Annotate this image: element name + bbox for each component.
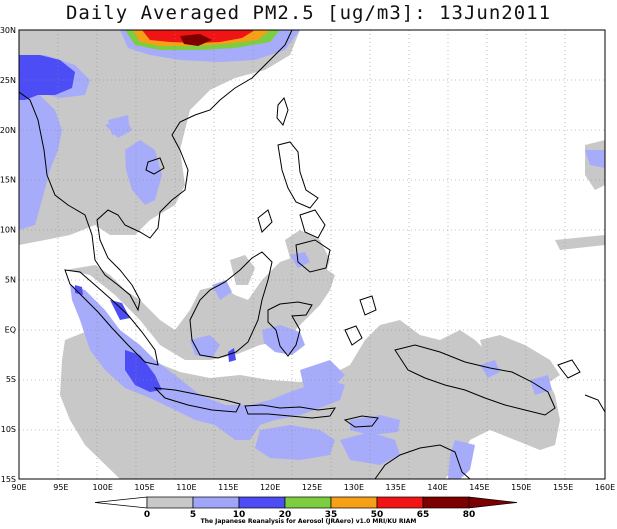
coast-timor [343, 415, 379, 428]
coast-hainan [145, 157, 165, 175]
lon-label: 105E [134, 483, 154, 492]
colorbar-segment [284, 496, 332, 509]
lightblue-pacific [585, 150, 605, 168]
lat-label: 5N [5, 275, 16, 284]
lightblue-south-strip [255, 425, 335, 460]
pm25-hotspot-north [125, 30, 280, 50]
lon-label: 125E [302, 483, 322, 492]
lon-label: 135E [386, 483, 406, 492]
colorbar-label: 0 [144, 510, 150, 520]
coast-lesser-sunda [244, 404, 336, 419]
lightblue-south-2 [448, 440, 475, 479]
coast-borneo [189, 251, 273, 359]
lon-label: 140E [427, 483, 447, 492]
credit-line: The Japanese Reanalysis for Aerosol (JRA… [200, 518, 417, 525]
lon-label: 145E [469, 483, 489, 492]
lon-label: 130E [344, 483, 364, 492]
colorbar-segment [238, 496, 286, 509]
colorbar-label: 80 [463, 510, 476, 520]
lat-label: 20N [0, 126, 16, 135]
coast-mindanao [295, 239, 331, 273]
lightblue-vietnam [125, 140, 162, 205]
lightblue-mindanao [290, 252, 310, 268]
lightblue-east-strip [340, 432, 400, 465]
grey-new-guinea-west [480, 335, 560, 385]
lon-label: 150E [511, 483, 531, 492]
coast-mainland-asia [18, 29, 293, 312]
latitude-labels: 30N 25N 20N 15N 10N 5N EQ 5S 10S 15S [0, 26, 16, 484]
blue-borneo [228, 348, 236, 362]
lon-label: 115E [218, 483, 238, 492]
lon-label: 90E [11, 483, 26, 492]
lat-label: EQ [5, 325, 16, 334]
coast-taiwan [276, 97, 289, 126]
lon-label: 160E [595, 483, 615, 492]
longitude-labels: 90E 95E 100E 105E 110E 115E 120E 125E 130E 135E 14… [11, 483, 615, 492]
lat-label: 5S [6, 375, 16, 384]
lat-label: 10N [0, 226, 16, 235]
lon-label: 110E [176, 483, 196, 492]
pm25-blue-areas [19, 55, 236, 392]
lightblue-myanmar-thailand [19, 95, 62, 230]
coast-visayas [299, 209, 326, 239]
coast-luzon [277, 141, 319, 209]
pm25-field [19, 30, 605, 479]
blue-bay-of-bengal [19, 55, 75, 100]
coast-java [153, 387, 241, 413]
colorbar-label: 65 [417, 510, 430, 520]
grey-borneo-sw [230, 255, 255, 285]
colorbar: 0 5 10 20 35 50 65 80 [94, 496, 518, 520]
map-title: Daily Averaged PM2.5 [ug/m3]: 13Jun2011 [65, 2, 552, 24]
colorbar-label: 10 [233, 510, 246, 520]
blue-java-sea [125, 350, 162, 392]
lon-label: 100E [93, 483, 113, 492]
lat-label: 30N [0, 26, 16, 35]
lightblue-sumatra-java [70, 285, 345, 440]
lon-label: 155E [553, 483, 573, 492]
coast-moluccas [344, 325, 363, 346]
lat-label: 25N [0, 76, 16, 85]
grey-north-indochina-china [19, 30, 300, 245]
lightblue-borneo-west [212, 280, 232, 300]
coast-australia-north [374, 444, 471, 480]
colorbar-high-arrow [468, 496, 518, 509]
colorbar-low-arrow [94, 496, 148, 509]
map-frame [18, 29, 606, 480]
lat-label: 15S [1, 475, 16, 484]
blue-sumatra-2 [75, 285, 83, 295]
map-gridlines [19, 30, 605, 479]
colorbar-segment [146, 496, 194, 509]
lat-label: 15N [0, 176, 16, 185]
colorbar-label: 20 [279, 510, 292, 520]
coast-halmahera [359, 295, 377, 316]
lon-label: 120E [260, 483, 280, 492]
coastlines [18, 29, 606, 480]
lightblue-sunda-sea [300, 360, 345, 392]
coast-solomon [584, 394, 606, 413]
coast-bismarck [557, 359, 581, 379]
colorbar-segment [376, 496, 424, 509]
lightblue-banda [480, 360, 500, 378]
coast-sumatra [64, 269, 159, 366]
coast-palawan [257, 209, 273, 233]
grey-pacific-strip [555, 235, 605, 250]
coast-sulawesi [267, 301, 313, 357]
lat-label: 10S [1, 425, 16, 434]
colorbar-label: 35 [325, 510, 338, 520]
colorbar-label: 5 [190, 510, 196, 520]
grey-south-sea-strip [330, 450, 395, 479]
colorbar-label: 50 [371, 510, 384, 520]
lightblue-borneo-south [190, 335, 220, 358]
colorbar-segment [192, 496, 240, 509]
colorbar-segment [422, 496, 470, 509]
colorbar-segment [330, 496, 378, 509]
lon-label: 95E [53, 483, 68, 492]
coast-new-guinea [394, 344, 556, 416]
blue-sumatra-1 [110, 300, 130, 320]
lightblue-taiwan-sea [108, 115, 130, 135]
